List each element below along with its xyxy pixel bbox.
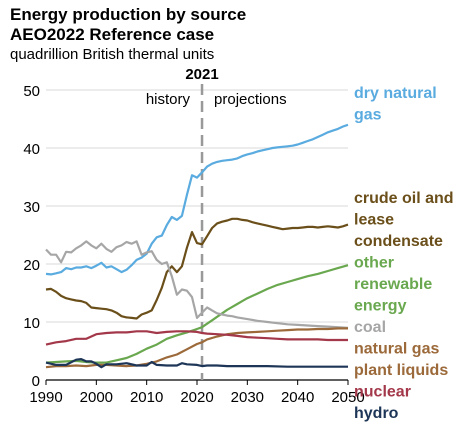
y-tick-label: 20 (23, 257, 40, 274)
x-tick-label: 2000 (80, 389, 113, 406)
y-tick-label: 40 (23, 141, 40, 158)
projections-label: projections (214, 91, 287, 108)
series-lines (45, 123, 349, 369)
y-tick-label: 30 (23, 199, 40, 216)
series-line-crude-oil-and-lease-condensate (45, 217, 349, 320)
legend-label: plant liquids (354, 362, 448, 379)
series-line-hydro (45, 358, 348, 369)
chart-subtitle: AEO2022 Reference case (10, 25, 214, 44)
divider-year-label: 2021 (185, 66, 218, 83)
series-line-dry-natural-gas (45, 123, 349, 276)
legend-label: lease (354, 212, 394, 229)
series-line-coal (45, 240, 349, 329)
x-tick-label: 2010 (130, 389, 163, 406)
legend: dry natural gas crude oil and lease condensa… (354, 85, 454, 422)
legend-label: gas (354, 107, 382, 124)
series-line-nuclear (45, 330, 348, 346)
y-tick-label: 0 (32, 373, 40, 390)
legend-label: energy (354, 298, 407, 315)
y-axis-label: quadrillion British thermal units (10, 46, 214, 63)
legend-label: natural gas (354, 341, 439, 358)
y-tick-label: 50 (23, 83, 40, 100)
series-line-other-renewable-energy (45, 264, 349, 364)
legend-label: hydro (354, 405, 399, 422)
legend-label: renewable (354, 276, 432, 293)
chart-title: Energy production by source (10, 5, 246, 24)
x-tick-label: 1990 (29, 389, 62, 406)
legend-label: dry natural (354, 85, 437, 102)
legend-label: nuclear (354, 384, 411, 401)
history-label: history (146, 91, 191, 108)
x-tick-label: 2020 (180, 389, 213, 406)
legend-label: crude oil and (354, 190, 454, 207)
x-tick-label: 2040 (281, 389, 314, 406)
legend-label: coal (354, 319, 386, 336)
legend-label: condensate (354, 233, 443, 250)
y-tick-labels: 0 10 20 30 40 50 (23, 83, 40, 390)
legend-label: other (354, 255, 394, 272)
x-tick-label: 2050 (331, 389, 364, 406)
x-tick-labels: 1990 2000 2010 2020 2030 2040 2050 (29, 380, 365, 406)
x-tick-label: 2030 (231, 389, 264, 406)
y-tick-label: 10 (23, 315, 40, 332)
